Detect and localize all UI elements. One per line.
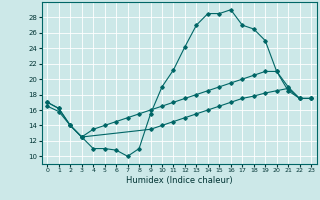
X-axis label: Humidex (Indice chaleur): Humidex (Indice chaleur) bbox=[126, 176, 233, 185]
